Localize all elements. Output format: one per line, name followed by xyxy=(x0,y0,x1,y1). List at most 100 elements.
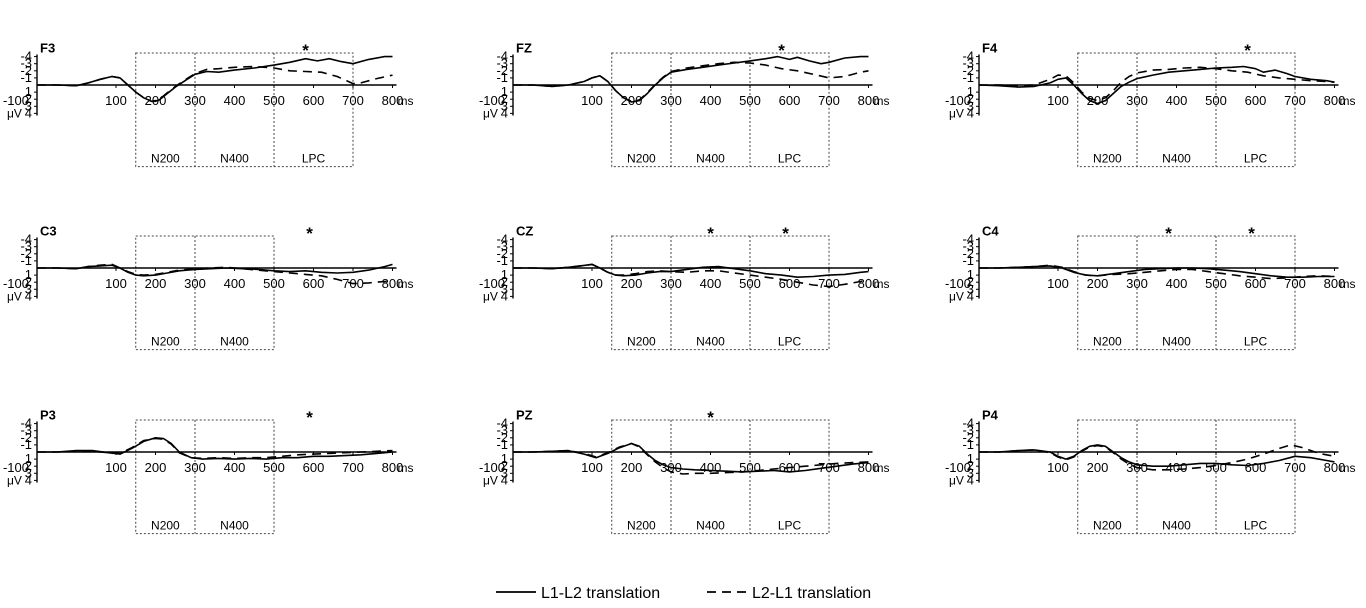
x-tick-label: 300 xyxy=(184,460,206,475)
y-tick-label: 3 xyxy=(501,281,508,296)
y-tick-label: 2 xyxy=(25,274,32,289)
trace-l1-l2 xyxy=(37,55,393,103)
y-tick-label: -3 xyxy=(962,239,974,254)
significance-star: * xyxy=(707,224,714,243)
y-unit-label: μV xyxy=(7,106,22,120)
x-tick-label: 100 xyxy=(581,460,603,475)
legend: L1-L2 translation L2-L1 translation xyxy=(496,585,871,602)
legend-label-l2-l1: L2-L1 translation xyxy=(752,585,871,602)
y-unit-label: μV xyxy=(483,289,498,303)
trace-l2-l1 xyxy=(37,437,393,460)
x-tick-label: 100 xyxy=(105,460,127,475)
y-tick-label: -4 xyxy=(20,416,32,431)
y-tick-label: -2 xyxy=(496,246,508,261)
trace-l2-l1 xyxy=(979,444,1335,471)
window-label-n200: N200 xyxy=(151,519,180,533)
y-tick-label: -2 xyxy=(962,246,974,261)
trace-l2-l1 xyxy=(513,61,869,103)
y-tick-label: 1 xyxy=(501,451,508,466)
legend-label-l1-l2: L1-L2 translation xyxy=(541,585,660,602)
x-tick-label: 200 xyxy=(621,276,643,291)
y-tick-label: -2 xyxy=(20,430,32,445)
x-tick-label: 500 xyxy=(739,276,761,291)
x-tick-label: 300 xyxy=(660,93,682,108)
window-label-n200: N200 xyxy=(627,519,656,533)
y-tick-label: -2 xyxy=(962,430,974,445)
significance-star: * xyxy=(782,224,789,243)
y-tick-label: 2 xyxy=(967,91,974,106)
x-tick-label: 600 xyxy=(1245,460,1267,475)
x-tick-label: 200 xyxy=(1087,93,1109,108)
x-tick-label: 500 xyxy=(739,460,761,475)
window-label-n200: N200 xyxy=(627,335,656,349)
x-tick-label: 500 xyxy=(739,93,761,108)
y-tick-label: 4 xyxy=(25,288,32,303)
y-tick-label: -3 xyxy=(20,239,32,254)
x-tick-label: -100 xyxy=(479,276,505,291)
y-unit-label: μV xyxy=(7,289,22,303)
x-tick-label: 800 xyxy=(1324,276,1346,291)
x-tick-label: 800 xyxy=(382,93,404,108)
y-tick-label: -4 xyxy=(20,49,32,64)
y-tick-label: -1 xyxy=(20,253,32,268)
channel-label: F4 xyxy=(982,40,998,55)
y-unit-label: μV xyxy=(949,473,964,487)
x-tick-label: 600 xyxy=(303,93,325,108)
x-tick-label: 700 xyxy=(342,460,364,475)
window-frame xyxy=(611,419,830,535)
y-tick-label: -2 xyxy=(20,246,32,261)
window-frame xyxy=(135,52,354,168)
x-tick-label: 700 xyxy=(1284,276,1306,291)
window-frame xyxy=(611,235,830,351)
window-frame xyxy=(1077,235,1296,351)
channel-label: CZ xyxy=(516,223,533,238)
window-frame xyxy=(135,419,275,535)
y-tick-label: 2 xyxy=(501,91,508,106)
x-tick-label: 100 xyxy=(1047,460,1069,475)
y-unit-label: μV xyxy=(949,106,964,120)
x-tick-label: 200 xyxy=(621,93,643,108)
y-tick-label: -4 xyxy=(962,232,974,247)
window-label-n400: N400 xyxy=(696,152,725,166)
x-unit-label: ms xyxy=(1340,94,1356,108)
x-tick-label: -100 xyxy=(479,93,505,108)
channel-label: FZ xyxy=(516,40,532,55)
x-tick-label: 600 xyxy=(1245,93,1267,108)
x-tick-label: 800 xyxy=(858,276,880,291)
x-tick-label: 300 xyxy=(1126,276,1148,291)
x-tick-label: 400 xyxy=(224,276,246,291)
x-tick-label: 400 xyxy=(700,276,722,291)
x-tick-label: 700 xyxy=(342,93,364,108)
significance-star: * xyxy=(302,41,309,60)
x-tick-label: 600 xyxy=(303,276,325,291)
x-tick-label: 300 xyxy=(1126,93,1148,108)
x-tick-label: 200 xyxy=(145,276,167,291)
x-tick-label: 200 xyxy=(145,460,167,475)
x-unit-label: ms xyxy=(874,461,890,475)
y-tick-label: 2 xyxy=(967,274,974,289)
y-tick-label: -3 xyxy=(962,423,974,438)
window-label-n200: N200 xyxy=(627,152,656,166)
x-tick-label: 200 xyxy=(1087,460,1109,475)
x-tick-label: 700 xyxy=(1284,460,1306,475)
x-tick-label: 500 xyxy=(263,276,285,291)
significance-star: * xyxy=(306,408,313,427)
trace-l2-l1 xyxy=(37,65,393,103)
window-label-lpc: LPC xyxy=(778,335,802,349)
x-unit-label: ms xyxy=(398,461,414,475)
x-unit-label: ms xyxy=(398,94,414,108)
y-tick-label: 4 xyxy=(501,288,508,303)
y-tick-label: 1 xyxy=(501,84,508,99)
x-tick-label: 300 xyxy=(184,93,206,108)
x-unit-label: ms xyxy=(398,277,414,291)
x-tick-label: 500 xyxy=(1205,276,1227,291)
y-tick-label: -3 xyxy=(962,56,974,71)
x-tick-label: 400 xyxy=(1166,460,1188,475)
trace-l2-l1 xyxy=(979,66,1335,102)
y-tick-label: 4 xyxy=(501,472,508,487)
y-tick-label: -1 xyxy=(20,437,32,452)
y-tick-label: 2 xyxy=(25,91,32,106)
